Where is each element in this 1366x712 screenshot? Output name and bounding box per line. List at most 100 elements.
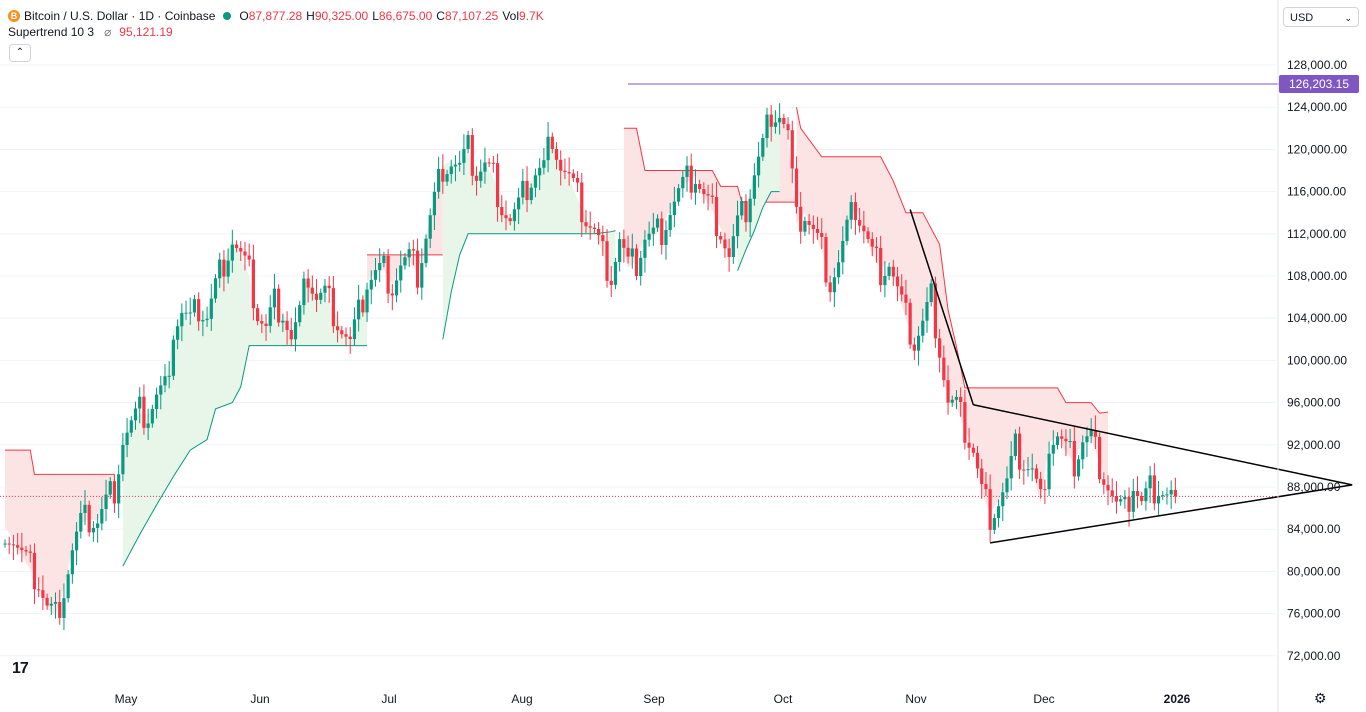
candle-body xyxy=(470,135,474,176)
supertrend-line xyxy=(795,107,1109,414)
candle-body xyxy=(735,215,740,237)
candle-body xyxy=(243,251,247,256)
candle-body xyxy=(487,162,491,164)
candle-body xyxy=(622,239,626,248)
y-tick-label: 92,000.00 xyxy=(1287,438,1341,452)
indicator-name[interactable]: Supertrend 10 3 xyxy=(8,25,95,39)
candle-body xyxy=(639,257,643,276)
indicator-value: 95,121.19 xyxy=(119,25,173,39)
candle-body xyxy=(508,218,512,222)
candle-body xyxy=(1034,468,1039,479)
candle-body xyxy=(424,238,428,264)
candle-body xyxy=(719,236,723,240)
candle-body xyxy=(491,162,495,164)
candle-body xyxy=(449,166,453,175)
candle-body xyxy=(1093,430,1097,437)
candle-body xyxy=(613,261,618,285)
tradingview-logo[interactable]: 17 xyxy=(12,660,29,677)
x-tick-label: 2026 xyxy=(1164,692,1191,706)
candle-body xyxy=(323,285,327,293)
y-tick-label: 108,000.00 xyxy=(1287,269,1347,283)
supertrend-fill xyxy=(737,110,780,271)
supertrend-line xyxy=(122,345,368,567)
candle-body xyxy=(761,138,765,157)
y-tick-label: 72,000.00 xyxy=(1287,649,1341,663)
candle-body xyxy=(7,543,11,545)
x-tick-label: Oct xyxy=(774,692,793,706)
candle-body xyxy=(394,280,399,296)
candle-body xyxy=(533,175,538,188)
candle-body xyxy=(597,228,601,236)
candle-body xyxy=(580,182,584,223)
candle-body xyxy=(790,130,794,169)
candle-body xyxy=(929,283,933,303)
candle-body xyxy=(352,319,357,340)
candle-body xyxy=(327,285,331,289)
symbol-title[interactable]: Bitcoin / U.S. Dollar · 1D · Coinbase xyxy=(24,9,216,23)
candle-body xyxy=(138,396,142,409)
candle-body xyxy=(942,357,946,381)
candle-body xyxy=(517,197,521,210)
candle-body xyxy=(925,302,929,321)
candle-body xyxy=(815,228,820,233)
candle-body xyxy=(862,225,866,232)
candle-body xyxy=(546,136,550,161)
candle-body xyxy=(887,266,891,276)
candle-body xyxy=(441,168,445,182)
candle-body xyxy=(125,432,129,446)
candle-body xyxy=(647,233,651,240)
y-tick-label: 116,000.00 xyxy=(1287,185,1346,199)
candle-body xyxy=(453,164,458,167)
candle-body xyxy=(348,336,352,340)
candle-body xyxy=(702,189,706,195)
supertrend-fill xyxy=(442,132,616,340)
indicator-symbol: ⌀ xyxy=(104,25,112,39)
candle-body xyxy=(689,165,693,193)
supertrend-line xyxy=(623,127,801,203)
trendline xyxy=(909,209,975,405)
candle-body xyxy=(1076,459,1081,477)
candle-body xyxy=(96,523,100,528)
candle-body xyxy=(37,589,41,591)
candle-body xyxy=(685,165,689,177)
candle-body xyxy=(714,196,719,237)
indicator-row: Supertrend 10 3 ⌀ 95,121.19 xyxy=(8,24,548,40)
currency-select[interactable]: USD ⌄ xyxy=(1283,7,1359,27)
candle-body xyxy=(24,550,28,552)
ath-price-tag xyxy=(1279,74,1359,93)
candle-body xyxy=(693,184,698,193)
candle-body xyxy=(975,452,980,469)
candle-body xyxy=(340,330,344,335)
candle-body xyxy=(256,308,260,322)
candle-body xyxy=(967,442,971,448)
ohlc-value: 86,675.00 xyxy=(378,9,433,23)
candle-body xyxy=(588,226,592,228)
gear-icon[interactable]: ⚙ xyxy=(1314,690,1327,706)
collapse-legend-button[interactable]: ⌃ xyxy=(9,44,31,62)
candle-body xyxy=(660,218,664,245)
candle-body xyxy=(474,175,479,181)
candle-body xyxy=(121,445,125,475)
candle-body xyxy=(373,270,378,280)
candle-body xyxy=(803,220,807,232)
candle-body xyxy=(41,590,45,598)
candle-body xyxy=(504,215,508,219)
candle-body xyxy=(756,156,761,176)
candle-body xyxy=(563,170,567,173)
market-status-icon[interactable] xyxy=(223,12,232,20)
candle-body xyxy=(432,191,437,216)
candle-body xyxy=(184,312,188,314)
ath-price-label: 126,203.15 xyxy=(1289,77,1349,91)
candle-body xyxy=(710,195,714,197)
candle-body xyxy=(992,518,996,530)
candle-body xyxy=(655,218,660,228)
candle-body xyxy=(946,380,950,403)
candle-body xyxy=(357,299,361,320)
candle-body xyxy=(277,288,281,323)
candle-body xyxy=(723,239,727,249)
candle-body xyxy=(849,202,853,220)
candle-body xyxy=(980,468,984,485)
candle-body xyxy=(298,305,302,323)
y-tick-label: 124,000.00 xyxy=(1287,100,1347,114)
